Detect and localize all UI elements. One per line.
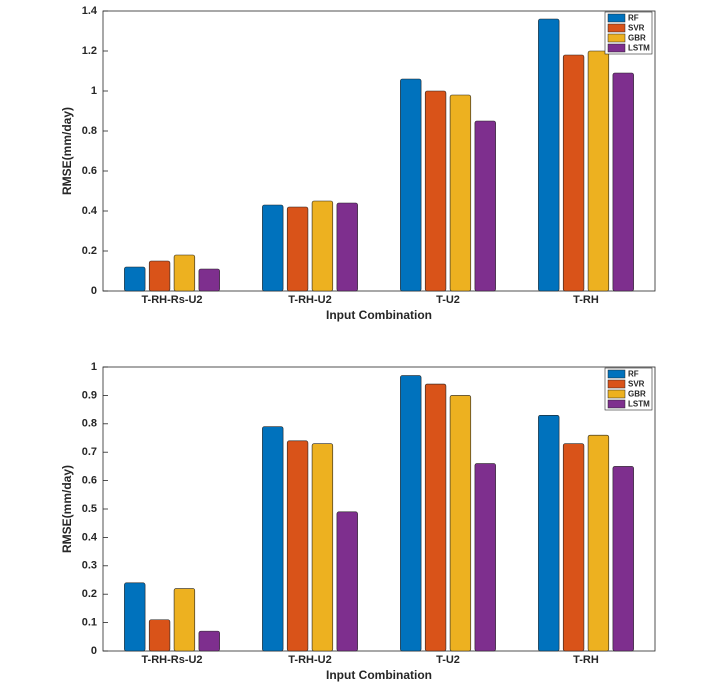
x-tick-label: T-RH-Rs-U2 — [141, 654, 202, 666]
bar — [424, 90, 447, 292]
bar — [173, 588, 196, 652]
legend-label: RF — [628, 370, 639, 379]
y-tick-label: 0.6 — [82, 165, 97, 177]
y-tick-label: 0.2 — [82, 245, 97, 257]
bar — [286, 206, 309, 292]
legend-label: GBR — [628, 34, 646, 43]
y-tick-label: 0.4 — [82, 531, 98, 543]
x-tick-label: T-RH-U2 — [288, 654, 331, 666]
x-tick-label: T-RH — [573, 654, 599, 666]
legend-swatch — [607, 43, 626, 53]
bar — [400, 78, 422, 292]
bar — [538, 18, 560, 292]
legend-swatch — [607, 23, 626, 33]
x-tick-label: T-U2 — [436, 294, 460, 306]
legend-label: RF — [628, 14, 639, 23]
bar — [173, 254, 196, 292]
y-tick-label: 0.2 — [82, 588, 97, 600]
bar — [400, 375, 422, 652]
y-axis-label: RMSE(mm/day) — [60, 107, 74, 195]
x-tick-label: T-U2 — [436, 654, 460, 666]
bar — [262, 426, 284, 652]
legend-swatch — [607, 369, 626, 379]
legend-swatch — [607, 379, 626, 389]
y-tick-label: 1 — [91, 85, 97, 97]
bar — [148, 260, 171, 292]
legend-swatch — [607, 389, 626, 399]
bar — [336, 511, 358, 652]
bar — [286, 440, 309, 652]
bar — [124, 266, 146, 292]
y-tick-label: 0.3 — [82, 560, 97, 572]
y-tick-label: 0.5 — [82, 503, 97, 515]
x-tick-label: T-RH-Rs-U2 — [141, 294, 202, 306]
x-axis-label: Input Combination — [326, 308, 432, 322]
y-tick-label: 0.8 — [82, 418, 97, 430]
bar — [449, 395, 472, 652]
bar — [449, 94, 472, 292]
y-tick-label: 0 — [91, 645, 97, 657]
legend-swatch — [607, 13, 626, 23]
x-tick-label: T-RH — [573, 294, 599, 306]
y-tick-label: 0.4 — [82, 205, 98, 217]
x-axis-label: Input Combination — [326, 668, 432, 682]
y-tick-label: 1.2 — [82, 45, 97, 57]
legend-label: GBR — [628, 390, 646, 399]
bar — [424, 383, 447, 652]
bar — [612, 466, 634, 652]
bar — [562, 54, 585, 292]
bar — [538, 414, 560, 652]
bar — [124, 582, 146, 652]
x-tick-label: T-RH-U2 — [288, 294, 331, 306]
bar — [148, 619, 171, 652]
chart: 0 0.1 0.2 0.3 0.4 0.5 0.6 0.7 0.8 0.9 1 T-RH-Rs-U2 T… — [60, 361, 656, 682]
y-tick-label: 0.7 — [82, 446, 97, 458]
legend-swatch — [607, 33, 626, 43]
y-tick-label: 0 — [91, 285, 97, 297]
bar — [474, 120, 496, 292]
legend-label: LSTM — [628, 400, 650, 409]
bar — [262, 204, 284, 292]
legend-label: LSTM — [628, 44, 650, 53]
bar — [311, 443, 334, 652]
bar — [587, 434, 610, 652]
y-tick-label: 0.1 — [82, 617, 97, 629]
y-tick-label: 0.6 — [82, 475, 97, 487]
bar — [474, 463, 496, 652]
chart: 0 0.2 0.4 0.6 0.8 1 1.2 1.4 T-RH-Rs-U2 T-RH-U2 T-U… — [60, 5, 656, 322]
bar — [198, 630, 220, 652]
y-axis-label: RMSE(mm/day) — [60, 465, 74, 553]
bar — [562, 443, 585, 652]
bar — [336, 202, 358, 292]
legend-label: SVR — [628, 380, 645, 389]
legend-label: SVR — [628, 24, 645, 33]
y-tick-label: 0.8 — [82, 125, 97, 137]
y-tick-label: 0.9 — [82, 389, 97, 401]
y-tick-label: 1 — [91, 361, 97, 373]
bar — [311, 200, 334, 292]
y-tick-label: 1.4 — [82, 5, 98, 17]
legend-swatch — [607, 399, 626, 409]
bar — [587, 50, 610, 292]
bar — [612, 72, 634, 292]
bar — [198, 268, 220, 292]
